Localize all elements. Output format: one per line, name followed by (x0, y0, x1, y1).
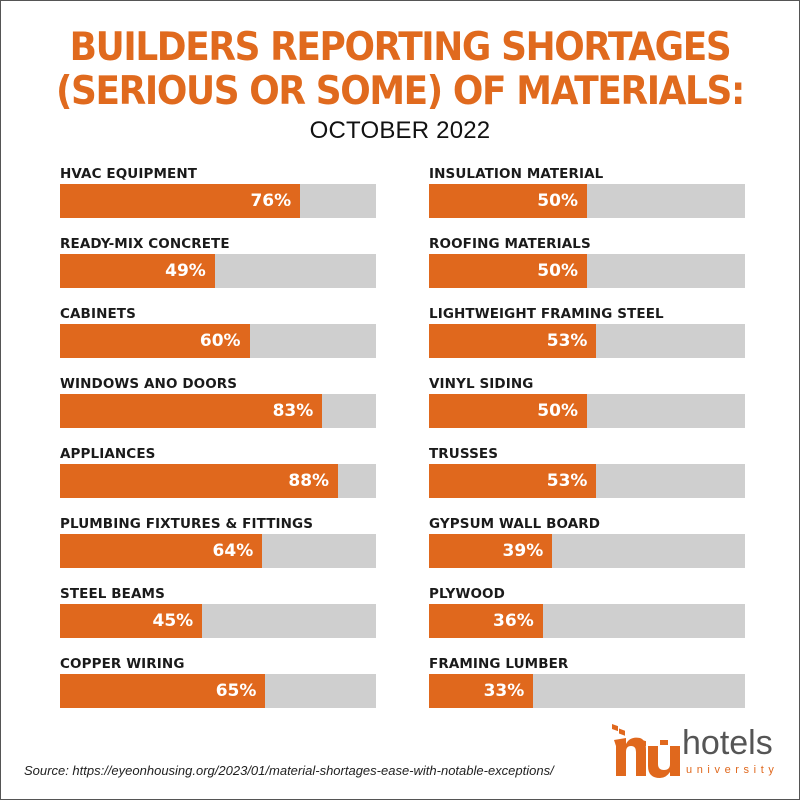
bar-label: ROOFING MATERIALS (429, 236, 591, 252)
bar-fill: 53% (429, 324, 597, 358)
source-citation: Source: https://eyeonhousing.org/2023/01… (24, 763, 554, 778)
bar-item: INSULATION MATERIAL 50% (429, 166, 745, 228)
bar-item: READY-MIX CONCRETE 49% (60, 236, 376, 298)
bar-item: PLUMBING FIXTURES & FITTINGS 64% (60, 516, 376, 578)
bar-label: CABINETS (60, 306, 136, 322)
chart-title-line-2: (SERIOUS OR SOME) OF MATERIALS: (56, 69, 745, 114)
bar-value-label: 39% (502, 541, 544, 561)
bar-value-label: 83% (272, 401, 314, 421)
bar-label: PLYWOOD (429, 586, 505, 602)
bar-fill: 60% (60, 324, 250, 358)
bar-item: FRAMING LUMBER 33% (429, 656, 745, 718)
bar-fill: 53% (429, 464, 597, 498)
bar-item: LIGHTWEIGHT FRAMING STEEL 53% (429, 306, 745, 368)
bar-item: STEEL BEAMS 45% (60, 586, 376, 648)
bar-item: PLYWOOD 36% (429, 586, 745, 648)
brand-logo: hotels university (612, 722, 792, 782)
bar-item: WINDOWS ANO DOORS 83% (60, 376, 376, 438)
bar-item: APPLIANCES 88% (60, 446, 376, 508)
bar-value-label: 49% (165, 261, 206, 281)
bar-label: HVAC EQUIPMENT (60, 166, 198, 182)
bar-fill: 39% (429, 534, 553, 568)
logo-tagline: university (686, 764, 779, 776)
bar-track: 88% (60, 464, 376, 498)
bar-value-label: 76% (250, 191, 292, 211)
bar-track: 50% (429, 394, 745, 428)
bar-value-label: 50% (537, 261, 578, 281)
bar-value-label: 88% (288, 471, 330, 491)
bar-item: HVAC EQUIPMENT 76% (60, 166, 376, 228)
bar-label: PLUMBING FIXTURES & FITTINGS (60, 516, 314, 532)
bar-value-label: 64% (212, 541, 254, 561)
bar-track: 53% (429, 464, 745, 498)
bar-track: 39% (429, 534, 745, 568)
bar-value-label: 53% (546, 331, 588, 351)
bar-label: WINDOWS ANO DOORS (60, 376, 238, 392)
bar-fill: 76% (60, 184, 301, 218)
bar-fill: 45% (60, 604, 203, 638)
bar-value-label: 36% (493, 611, 534, 631)
bar-fill: 49% (60, 254, 215, 288)
bar-label: INSULATION MATERIAL (429, 166, 604, 182)
bar-item: TRUSSES 53% (429, 446, 745, 508)
bar-label: TRUSSES (429, 446, 499, 462)
bar-value-label: 45% (152, 611, 194, 631)
bar-label: FRAMING LUMBER (429, 656, 569, 672)
bar-label: GYPSUM WALL BOARD (429, 516, 601, 532)
bar-fill: 88% (60, 464, 339, 498)
logo-wordmark: hotels (682, 724, 773, 762)
bar-fill: 64% (60, 534, 263, 568)
bar-fill: 50% (429, 394, 587, 428)
bar-label: LIGHTWEIGHT FRAMING STEEL (429, 306, 664, 322)
chart-title-line-1: BUILDERS REPORTING SHORTAGES (69, 25, 732, 70)
bar-label: COPPER WIRING (60, 656, 185, 672)
bar-item: CABINETS 60% (60, 306, 376, 368)
bar-track: 36% (429, 604, 745, 638)
bar-item: COPPER WIRING 65% (60, 656, 376, 718)
bar-track: 33% (429, 674, 745, 708)
bar-label: READY-MIX CONCRETE (60, 236, 230, 252)
bar-fill: 83% (60, 394, 323, 428)
bar-fill: 33% (429, 674, 534, 708)
bar-value-label: 60% (199, 331, 241, 351)
bar-fill: 50% (429, 254, 587, 288)
bar-value-label: 50% (537, 191, 578, 211)
bar-value-label: 53% (546, 471, 588, 491)
bar-fill: 50% (429, 184, 587, 218)
bar-item: ROOFING MATERIALS 50% (429, 236, 745, 298)
bar-item: VINYL SIDING 50% (429, 376, 745, 438)
bar-fill: 36% (429, 604, 543, 638)
bar-track: 60% (60, 324, 376, 358)
bar-value-label: 65% (215, 681, 257, 701)
bar-track: 53% (429, 324, 745, 358)
bar-track: 83% (60, 394, 376, 428)
bar-label: APPLIANCES (60, 446, 156, 462)
bar-track: 50% (429, 254, 745, 288)
bar-track: 45% (60, 604, 376, 638)
bar-track: 65% (60, 674, 376, 708)
bar-track: 49% (60, 254, 376, 288)
bar-value-label: 33% (483, 681, 525, 701)
chart-subtitle: OCTOBER 2022 (309, 117, 491, 144)
bar-value-label: 50% (537, 401, 578, 421)
bar-track: 50% (429, 184, 745, 218)
bar-track: 76% (60, 184, 376, 218)
bar-label: VINYL SIDING (429, 376, 534, 392)
bar-item: GYPSUM WALL BOARD 39% (429, 516, 745, 578)
hu-monogram-icon (612, 724, 680, 778)
bar-track: 64% (60, 534, 376, 568)
bar-label: STEEL BEAMS (60, 586, 165, 602)
bar-fill: 65% (60, 674, 266, 708)
